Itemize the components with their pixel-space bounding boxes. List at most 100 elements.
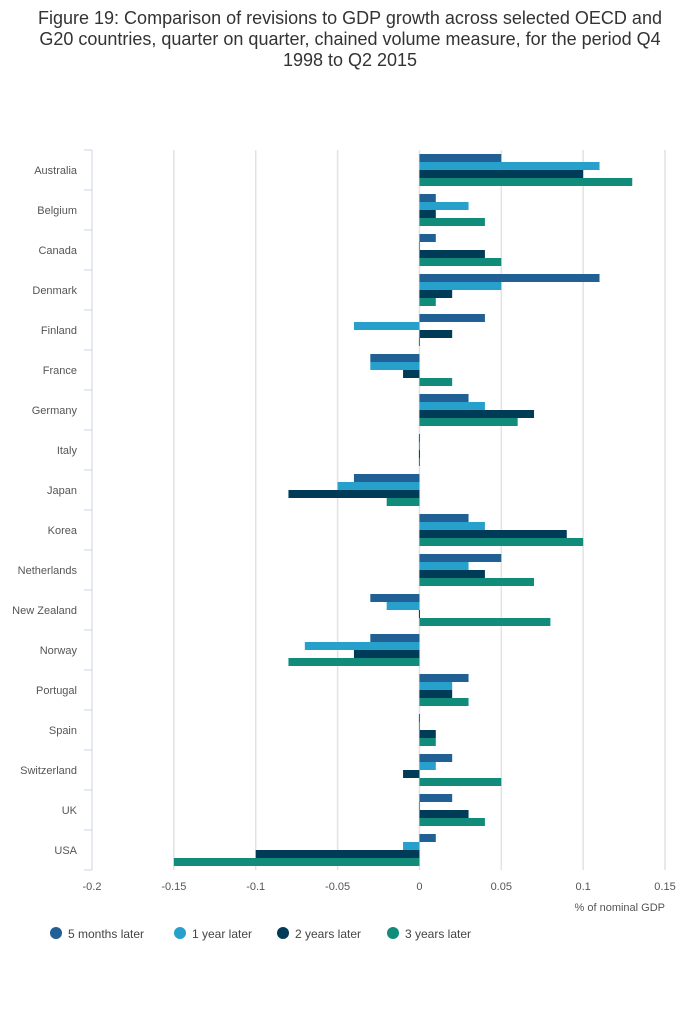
bar-italy-series-4 <box>418 458 420 466</box>
bar-france-series-3 <box>403 370 420 378</box>
bar-new-zealand-series-2 <box>386 602 420 610</box>
legend-label: 1 year later <box>192 927 252 941</box>
bar-belgium-series-1 <box>419 194 436 202</box>
bar-uk-series-3 <box>419 810 469 818</box>
bar-switzerland-series-3 <box>403 770 420 778</box>
bar-japan-series-3 <box>288 490 420 498</box>
bar-australia-series-2 <box>419 162 600 170</box>
bar-australia-series-3 <box>419 170 584 178</box>
bar-canada-series-4 <box>419 258 502 266</box>
bar-new-zealand-series-4 <box>419 618 551 626</box>
bar-finland-series-4 <box>418 338 420 346</box>
bar-france-series-2 <box>370 362 420 370</box>
y-category-label: UK <box>62 805 78 817</box>
bar-new-zealand-series-3 <box>418 610 420 618</box>
bar-norway-series-2 <box>304 642 420 650</box>
y-category-label: Italy <box>57 445 78 457</box>
bar-portugal-series-1 <box>419 674 469 682</box>
x-tick-label: 0.15 <box>654 881 675 893</box>
bar-usa-series-4 <box>173 858 420 866</box>
bar-germany-series-1 <box>419 394 469 402</box>
bar-italy-series-2 <box>418 442 420 450</box>
y-category-label: Canada <box>38 245 77 257</box>
bar-usa-series-1 <box>419 834 436 842</box>
y-category-label: USA <box>54 845 77 857</box>
x-tick-label: -0.15 <box>161 881 186 893</box>
x-axis-title: % of nominal GDP <box>575 902 665 914</box>
bar-finland-series-2 <box>353 322 420 330</box>
bar-france-series-1 <box>370 354 420 362</box>
bar-spain-series-2 <box>418 722 420 730</box>
y-category-label: Portugal <box>36 685 77 697</box>
y-category-label: New Zealand <box>12 605 77 617</box>
bar-japan-series-1 <box>353 474 420 482</box>
chart-title: Figure 19: Comparison of revisions to GD… <box>38 8 662 70</box>
bar-netherlands-series-3 <box>419 570 485 578</box>
bar-australia-series-4 <box>419 178 633 186</box>
bar-spain-series-3 <box>419 730 436 738</box>
y-category-label: Switzerland <box>20 765 77 777</box>
bar-korea-series-1 <box>419 514 469 522</box>
bar-norway-series-1 <box>370 634 420 642</box>
bar-canada-series-3 <box>419 250 485 258</box>
bar-australia-series-1 <box>419 154 502 162</box>
bar-portugal-series-2 <box>419 682 453 690</box>
bar-korea-series-4 <box>419 538 584 546</box>
bar-uk-series-4 <box>419 818 485 826</box>
bar-germany-series-4 <box>419 418 518 426</box>
bar-italy-series-1 <box>418 434 420 442</box>
legend-marker-icon <box>277 927 289 939</box>
bar-spain-series-1 <box>418 714 420 722</box>
bar-denmark-series-3 <box>419 290 453 298</box>
bar-japan-series-4 <box>386 498 420 506</box>
y-category-label: Korea <box>48 525 78 537</box>
legend-marker-icon <box>50 927 62 939</box>
bar-korea-series-2 <box>419 522 485 530</box>
x-tick-label: -0.1 <box>246 881 265 893</box>
x-tick-label: 0.1 <box>575 881 590 893</box>
y-category-label: Netherlands <box>18 565 78 577</box>
y-category-label: Australia <box>34 165 78 177</box>
bar-belgium-series-3 <box>419 210 436 218</box>
y-category-label: Belgium <box>37 205 77 217</box>
bar-belgium-series-4 <box>419 218 485 226</box>
bar-finland-series-1 <box>419 314 485 322</box>
legend-label: 3 years later <box>405 927 471 941</box>
bar-usa-series-2 <box>403 842 420 850</box>
y-category-label: Germany <box>32 405 78 417</box>
legend-marker-icon <box>387 927 399 939</box>
bar-netherlands-series-2 <box>419 562 469 570</box>
y-category-label: Japan <box>47 485 77 497</box>
y-category-label: Norway <box>40 645 78 657</box>
bar-germany-series-3 <box>419 410 535 418</box>
bar-denmark-series-2 <box>419 282 502 290</box>
bar-canada-series-1 <box>419 234 436 242</box>
y-category-label: Denmark <box>32 285 77 297</box>
bar-usa-series-3 <box>255 850 420 858</box>
x-tick-label: 0 <box>416 881 422 893</box>
bar-switzerland-series-2 <box>419 762 436 770</box>
bar-france-series-4 <box>419 378 453 386</box>
bar-korea-series-3 <box>419 530 567 538</box>
bar-denmark-series-1 <box>419 274 600 282</box>
bar-portugal-series-4 <box>419 698 469 706</box>
y-category-label: Spain <box>49 725 77 737</box>
bar-portugal-series-3 <box>419 690 453 698</box>
legend-label: 2 years later <box>295 927 361 941</box>
x-tick-label: 0.05 <box>491 881 512 893</box>
bar-denmark-series-4 <box>419 298 436 306</box>
legend-marker-icon <box>174 927 186 939</box>
bar-uk-series-1 <box>419 794 453 802</box>
legend-label: 5 months later <box>68 927 144 941</box>
bar-new-zealand-series-1 <box>370 594 420 602</box>
bar-spain-series-4 <box>419 738 436 746</box>
bar-netherlands-series-4 <box>419 578 535 586</box>
bar-canada-series-2 <box>418 242 420 250</box>
bar-switzerland-series-4 <box>419 778 502 786</box>
bar-germany-series-2 <box>419 402 485 410</box>
bar-belgium-series-2 <box>419 202 469 210</box>
bar-japan-series-2 <box>337 482 420 490</box>
bar-netherlands-series-1 <box>419 554 502 562</box>
x-tick-label: -0.05 <box>325 881 350 893</box>
